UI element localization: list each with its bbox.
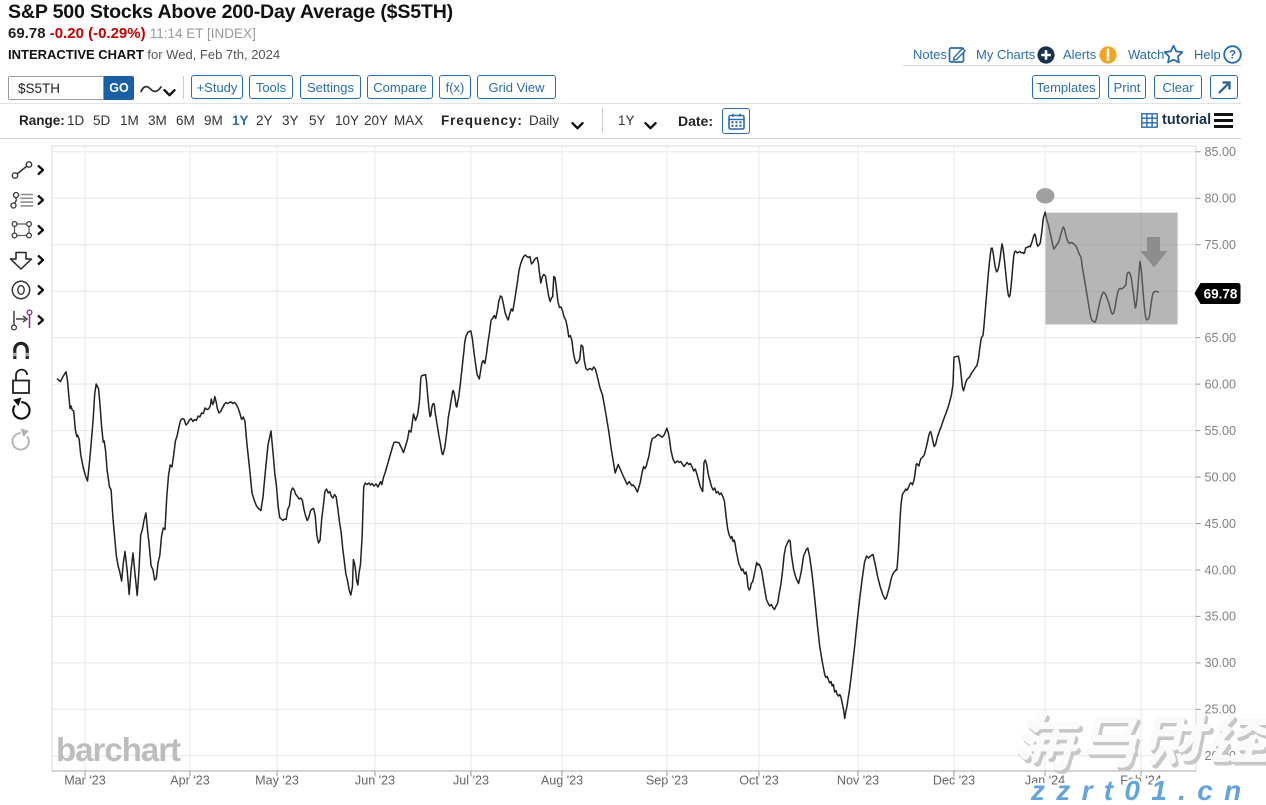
- svg-text:May '23: May '23: [255, 774, 299, 788]
- svg-text:Apr '23: Apr '23: [170, 774, 210, 788]
- svg-text:69.78: 69.78: [1204, 286, 1238, 301]
- svg-text:45.00: 45.00: [1205, 517, 1237, 531]
- svg-text:25.00: 25.00: [1205, 703, 1237, 717]
- svg-text:zzrt01.cn: zzrt01.cn: [1030, 775, 1253, 805]
- svg-text:75.00: 75.00: [1205, 238, 1237, 252]
- svg-text:35.00: 35.00: [1205, 610, 1237, 624]
- svg-text:80.00: 80.00: [1205, 192, 1237, 206]
- svg-text:40.00: 40.00: [1205, 563, 1237, 577]
- svg-text:Aug '23: Aug '23: [541, 774, 583, 788]
- svg-text:zzrt01.cn: zzrt01.cn: [1030, 775, 1253, 805]
- svg-text:Mar '23: Mar '23: [64, 774, 106, 788]
- svg-text:55.00: 55.00: [1205, 424, 1237, 438]
- svg-text:65.00: 65.00: [1205, 331, 1237, 345]
- svg-text:Sep '23: Sep '23: [646, 774, 688, 788]
- svg-text:60.00: 60.00: [1205, 377, 1237, 391]
- svg-text:30.00: 30.00: [1205, 656, 1237, 670]
- svg-text:Jan '24: Jan '24: [1025, 774, 1065, 788]
- svg-text:50.00: 50.00: [1205, 470, 1237, 484]
- svg-text:Jun '23: Jun '23: [355, 774, 395, 788]
- svg-text:Jul '23: Jul '23: [453, 774, 489, 788]
- svg-text:Feb '24: Feb '24: [1120, 774, 1162, 788]
- svg-text:?: ?: [1229, 50, 1236, 62]
- svg-text:Nov '23: Nov '23: [837, 774, 879, 788]
- svg-text:85.00: 85.00: [1205, 145, 1237, 159]
- svg-text:Oct '23: Oct '23: [739, 774, 779, 788]
- svg-text:Dec '23: Dec '23: [933, 774, 975, 788]
- svg-text:barchart: barchart: [56, 731, 181, 768]
